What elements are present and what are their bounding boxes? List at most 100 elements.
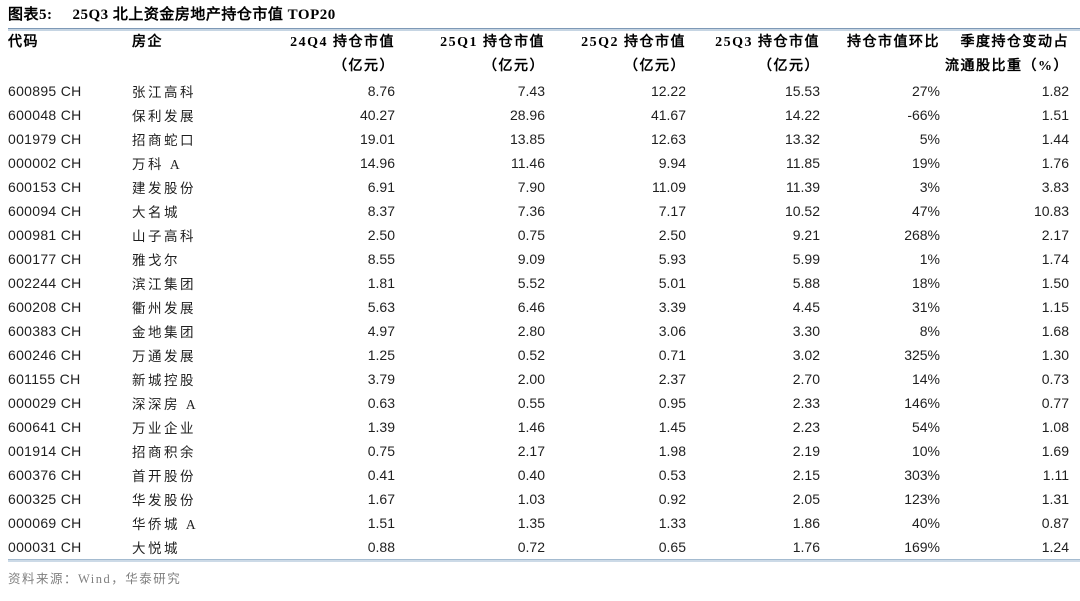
cell-qoq: 146% [904, 395, 940, 411]
cell-code: 000029 CH [8, 395, 82, 411]
cell-q1_25: 2.17 [517, 443, 545, 459]
cell-q1_25: 5.52 [517, 275, 545, 291]
cell-name: 首开股份 [132, 469, 196, 484]
cell-q3_25: 11.39 [786, 179, 820, 195]
table-row: 600376 CH 首开股份 0.41 0.40 0.53 2.15 303% 1.11 [8, 463, 1069, 487]
cell-name: 张江高科 [132, 85, 196, 100]
cell-q3_25: 3.30 [792, 323, 820, 339]
cell-q3_25: 3.02 [792, 347, 820, 363]
cell-qoq: 40% [911, 515, 940, 531]
cell-code: 001914 CH [8, 443, 82, 459]
cell-code: 000002 CH [8, 155, 82, 171]
cell-code: 600376 CH [8, 467, 82, 483]
cell-q2_25: 3.06 [658, 323, 686, 339]
cell-q2_25: 1.45 [658, 419, 686, 435]
cell-q2_25: 0.65 [658, 539, 686, 555]
cell-name: 滨江集团 [132, 277, 196, 292]
cell-q4_24: 0.41 [367, 467, 395, 483]
cell-q1_25: 13.85 [509, 131, 545, 147]
cell-chg: 1.74 [1041, 251, 1069, 267]
cell-chg: 0.77 [1041, 395, 1069, 411]
cell-q1_25: 1.35 [517, 515, 545, 531]
cell-q3_25: 5.99 [792, 251, 820, 267]
cell-q2_25: 12.63 [650, 131, 686, 147]
table-row: 601155 CH 新城控股 3.79 2.00 2.37 2.70 14% 0.73 [8, 367, 1069, 391]
table-row: 600094 CH 大名城 8.37 7.36 7.17 10.52 47% 10.83 [8, 199, 1069, 223]
cell-q2_25: 0.92 [658, 491, 686, 507]
cell-q4_24: 19.01 [359, 131, 395, 147]
cell-chg: 1.44 [1041, 131, 1069, 147]
cell-q4_24: 8.37 [367, 203, 395, 219]
cell-q3_25: 2.70 [792, 371, 820, 387]
cell-qoq: 1% [919, 251, 940, 267]
cell-chg: 1.51 [1041, 107, 1069, 123]
cell-chg: 1.15 [1041, 299, 1069, 315]
table-row: 000002 CH 万科 A 14.96 11.46 9.94 11.85 19% 1.76 [8, 151, 1069, 175]
table-row: 600895 CH 张江高科 8.76 7.43 12.22 15.53 27% 1.82 [8, 79, 1069, 103]
table-row: 600153 CH 建发股份 6.91 7.90 11.09 11.39 3% 3.83 [8, 175, 1069, 199]
holdings-table: 代码 房企 24Q4 持仓市值 （亿元） 25Q1 持仓市值 （亿元） 25Q2 持仓市… [8, 31, 1069, 559]
cell-code: 600641 CH [8, 419, 82, 435]
cell-q1_25: 11.46 [511, 155, 545, 171]
cell-q3_25: 1.76 [792, 539, 820, 555]
table-row: 600048 CH 保利发展 40.27 28.96 41.67 14.22 -66% 1.5… [8, 103, 1069, 127]
cell-code: 001979 CH [8, 131, 82, 147]
figure-label: 图表5: [8, 7, 53, 23]
cell-q4_24: 1.81 [367, 275, 395, 291]
table-row: 000069 CH 华侨城 A 1.51 1.35 1.33 1.86 40% 0.87 [8, 511, 1069, 535]
cell-name: 大名城 [132, 205, 180, 220]
cell-code: 600048 CH [8, 107, 82, 123]
cell-qoq: -66% [907, 107, 940, 123]
cell-chg: 1.69 [1041, 443, 1069, 459]
table-row: 600383 CH 金地集团 4.97 2.80 3.06 3.30 8% 1.68 [8, 319, 1069, 343]
table-row: 000981 CH 山子高科 2.50 0.75 2.50 9.21 268% 2.17 [8, 223, 1069, 247]
col-header-q2_25: 25Q2 持仓市值 （亿元） [581, 35, 686, 74]
cell-q4_24: 14.96 [359, 155, 395, 171]
cell-chg: 2.17 [1041, 227, 1069, 243]
cell-q1_25: 6.46 [517, 299, 545, 315]
table-row: 600641 CH 万业企业 1.39 1.46 1.45 2.23 54% 1.08 [8, 415, 1069, 439]
cell-q4_24: 0.75 [367, 443, 395, 459]
cell-q4_24: 1.39 [367, 419, 395, 435]
cell-q2_25: 9.94 [658, 155, 686, 171]
cell-code: 600895 CH [8, 83, 82, 99]
cell-q2_25: 12.22 [650, 83, 686, 99]
table-row: 000031 CH 大悦城 0.88 0.72 0.65 1.76 169% 1.24 [8, 535, 1069, 559]
cell-code: 600094 CH [8, 203, 82, 219]
cell-q3_25: 9.21 [792, 227, 820, 243]
cell-q3_25: 2.19 [792, 443, 820, 459]
cell-q1_25: 1.46 [517, 419, 545, 435]
cell-q2_25: 5.01 [658, 275, 686, 291]
table-row: 001914 CH 招商积余 0.75 2.17 1.98 2.19 10% 1.69 [8, 439, 1069, 463]
cell-qoq: 31% [911, 299, 940, 315]
cell-q1_25: 2.80 [517, 323, 545, 339]
source-note: 资料来源：Wind，华泰研究 [8, 572, 182, 586]
cell-name: 雅戈尔 [132, 253, 180, 268]
cell-q2_25: 11.09 [652, 179, 686, 195]
cell-name: 山子高科 [132, 229, 196, 244]
cell-qoq: 54% [911, 419, 940, 435]
cell-qoq: 3% [919, 179, 940, 195]
cell-chg: 1.30 [1041, 347, 1069, 363]
cell-q3_25: 2.15 [792, 467, 820, 483]
cell-chg: 10.83 [1033, 203, 1069, 219]
col-header-chg: 季度持仓变动占 流通股比重（%） [945, 35, 1069, 74]
cell-q3_25: 2.33 [792, 395, 820, 411]
cell-name: 华侨城 A [132, 517, 199, 532]
table-top-rule [8, 28, 1080, 31]
cell-q2_25: 1.98 [658, 443, 686, 459]
table-row: 002244 CH 滨江集团 1.81 5.52 5.01 5.88 18% 1.50 [8, 271, 1069, 295]
cell-qoq: 18% [911, 275, 940, 291]
cell-code: 600383 CH [8, 323, 82, 339]
table-row: 600177 CH 雅戈尔 8.55 9.09 5.93 5.99 1% 1.74 [8, 247, 1069, 271]
cell-q1_25: 0.40 [517, 467, 545, 483]
cell-q4_24: 8.76 [367, 83, 395, 99]
cell-q3_25: 2.23 [792, 419, 820, 435]
cell-chg: 1.76 [1041, 155, 1069, 171]
cell-q3_25: 14.22 [784, 107, 820, 123]
cell-q1_25: 7.43 [517, 83, 545, 99]
cell-q1_25: 7.36 [517, 203, 545, 219]
cell-q2_25: 0.95 [658, 395, 686, 411]
cell-qoq: 169% [904, 539, 940, 555]
cell-chg: 1.11 [1042, 467, 1069, 483]
